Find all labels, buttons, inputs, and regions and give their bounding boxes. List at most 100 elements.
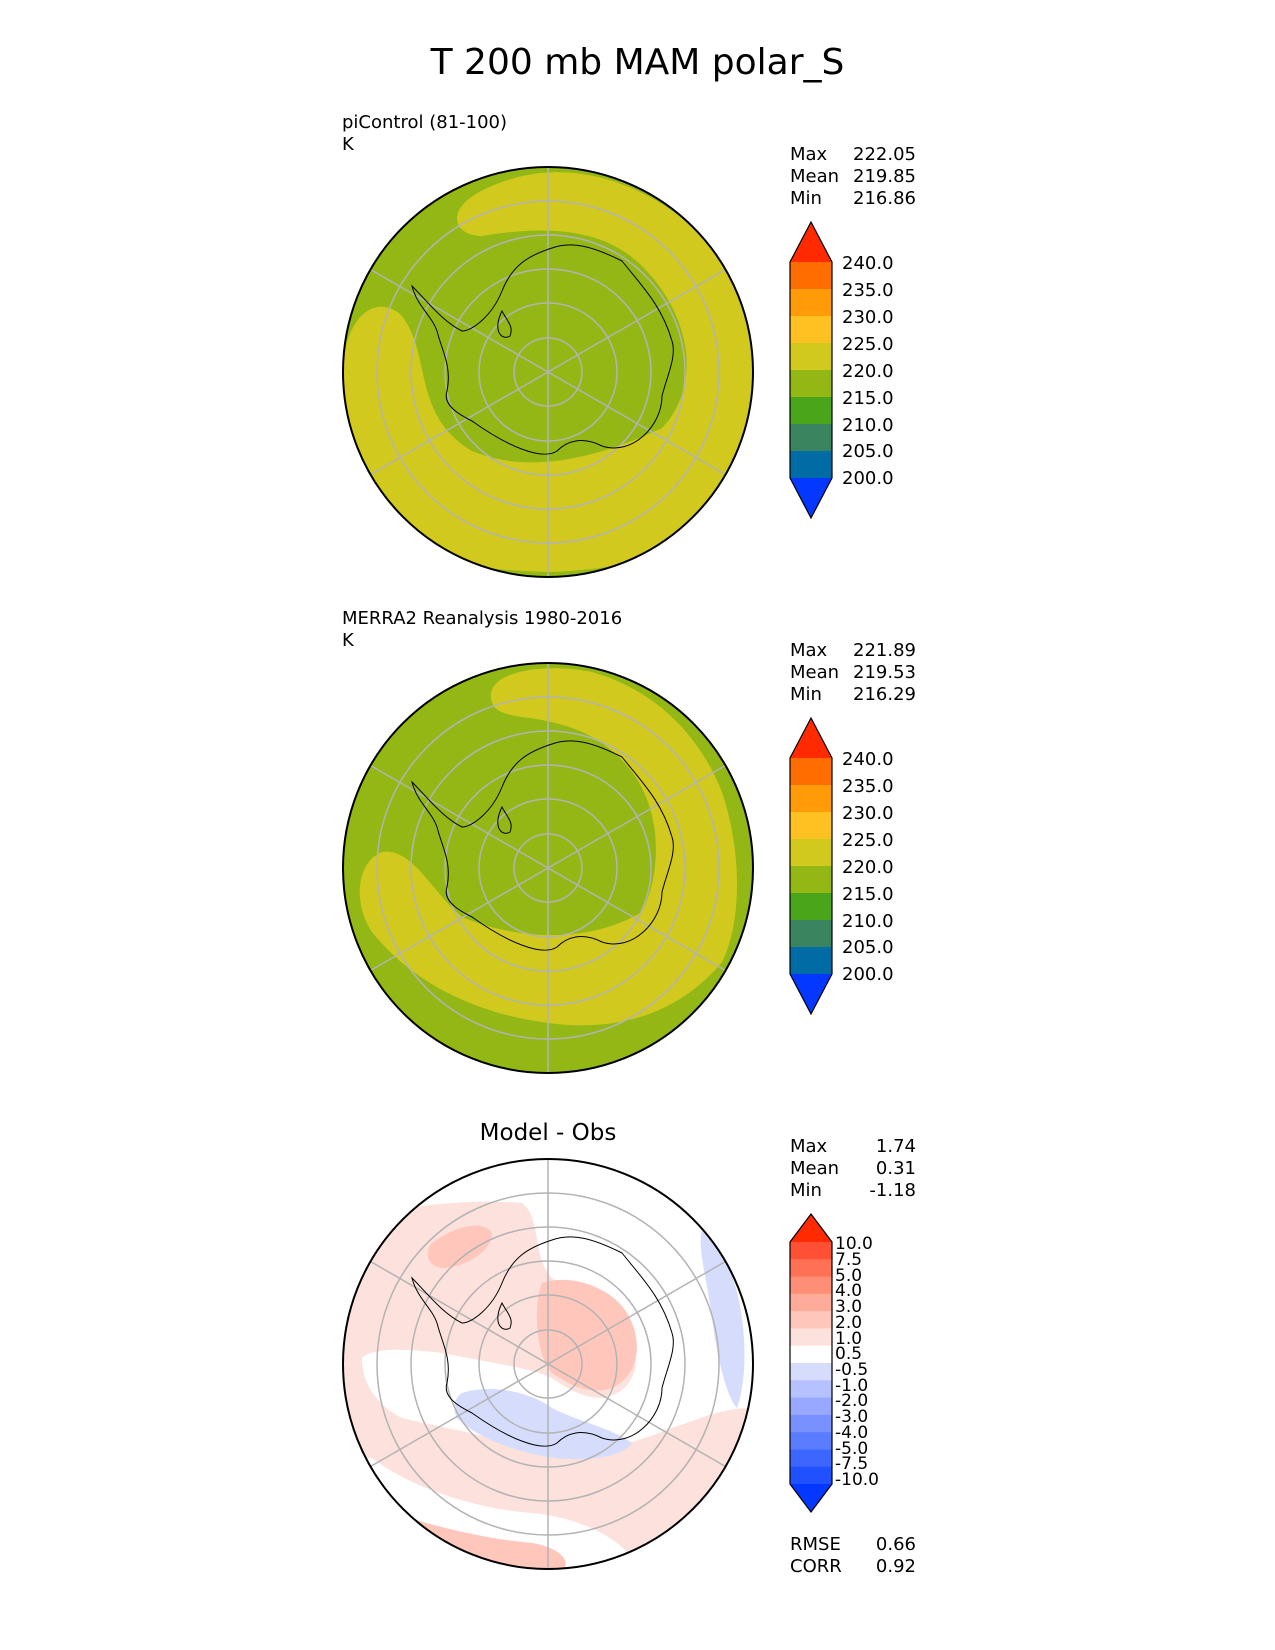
model-warm-bottom [343,426,753,577]
colorbar-segment [790,1380,832,1399]
colorbar-tick: 7.5 [835,1250,863,1270]
colorbar-tick: 4.0 [835,1281,863,1301]
colorbar-tick: 230.0 [842,307,894,328]
colorbar-tick: 240.0 [842,749,894,770]
obs-coastline [411,740,674,951]
colorbar-tick: -1.0 [835,1376,869,1396]
colorbar-tick: -7.5 [835,1454,869,1474]
colorbar-segment [790,1414,832,1433]
colorbar-segment [790,1363,832,1381]
colorbar-segment [790,947,832,975]
colorbar-tick: -2.0 [835,1391,869,1411]
obs-boundary [342,662,754,1074]
colorbar-outline [789,220,833,520]
colorbar-tick: 240.0 [842,253,894,274]
diff-colorbar [789,1213,833,1513]
colorbar-segment [790,839,832,867]
colorbar-segment [790,893,832,921]
colorbar-tick: 230.0 [842,803,894,824]
colorbar-segment [790,1449,832,1468]
model-gridlines [370,167,726,577]
diff-metrics: RMSE 0.66 CORR 0.92 [790,1534,916,1577]
colorbar-tick: 215.0 [842,884,894,905]
colorbar-segment [790,343,832,371]
colorbar-tick: -5.0 [835,1439,869,1459]
colorbar-extend-min [790,974,832,1014]
colorbar-tick: -3.0 [835,1407,869,1427]
diff-neutral-region [343,1159,753,1569]
colorbar-outline [789,1213,833,1513]
model-stats: Max 222.05 Mean 219.85 Min 216.86 [790,144,916,209]
colorbar-segment [790,1345,832,1364]
colorbar-tick: -10.0 [835,1470,879,1490]
colorbar-tick: 3.0 [835,1297,863,1317]
colorbar-tick: 220.0 [842,361,894,382]
colorbar-tick: -4.0 [835,1423,869,1443]
model-map [342,166,754,578]
colorbar-extend-max [790,718,832,758]
diff-cool-east [700,1228,745,1408]
colorbar-segment [790,866,832,894]
colorbar-segment [790,920,832,948]
colorbar-extend-max [790,222,832,262]
colorbar-segment [790,370,832,398]
colorbar-segment [790,1311,832,1329]
model-coastline [411,244,674,455]
colorbar-tick: 210.0 [842,415,894,436]
colorbar-segment [790,785,832,813]
diff-warm-nw [427,1225,492,1268]
colorbar-tick: 235.0 [842,280,894,301]
model-colorbar [789,220,833,520]
colorbar-segment [790,1276,832,1295]
colorbar-tick: 220.0 [842,857,894,878]
colorbar-extend-max [790,1214,832,1242]
colorbar-segment [790,1432,832,1450]
diff-panel-title: Model - Obs [479,1120,617,1146]
obs-gridlines [370,663,726,1073]
obs-stats: Max 221.89 Mean 219.53 Min 216.29 [790,640,916,705]
colorbar-tick: 5.0 [835,1266,863,1286]
colorbar-segment [790,289,832,317]
colorbar-extend-min [790,478,832,518]
obs-warm-band [359,668,737,1026]
colorbar-tick: 215.0 [842,388,894,409]
diff-cool-west [454,1388,632,1460]
colorbar-segment [790,316,832,344]
colorbar-segment [790,812,832,840]
colorbar-tick: 0.5 [835,1344,863,1364]
diff-gridlines [370,1159,726,1569]
diff-boundary [342,1158,754,1570]
model-warm-band [343,172,753,577]
colorbar-tick: -0.5 [835,1360,869,1380]
colorbar-tick: 1.0 [835,1329,863,1349]
colorbar-segment [790,1242,832,1260]
colorbar-segment [790,758,832,786]
colorbar-segment [790,424,832,452]
colorbar-segment [790,1259,832,1278]
model-panel-units: K [342,134,354,155]
colorbar-outline [789,716,833,1016]
colorbar-extend-min [790,1484,832,1512]
colorbar-tick: 225.0 [842,334,894,355]
model-boundary [342,166,754,578]
colorbar-segment [790,1397,832,1416]
obs-colorbar [789,716,833,1016]
colorbar-tick: 200.0 [842,468,894,489]
obs-panel-title: MERRA2 Reanalysis 1980-2016 [342,608,623,629]
colorbar-segment [790,397,832,425]
diff-coastline [411,1236,674,1447]
model-panel-title: piControl (81-100) [342,112,508,133]
obs-map [342,662,754,1074]
colorbar-segment [790,1466,832,1485]
colorbar-tick: 235.0 [842,776,894,797]
figure-title: T 200 mb MAM polar_S [430,42,845,83]
colorbar-tick: 205.0 [842,441,894,462]
colorbar-tick: 10.0 [835,1234,873,1254]
diff-map [342,1158,754,1570]
colorbar-segment [790,1293,832,1312]
diff-warm-center [536,1279,637,1391]
colorbar-tick: 205.0 [842,937,894,958]
colorbar-segment [790,1328,832,1347]
colorbar-tick: 210.0 [842,911,894,932]
colorbar-tick: 200.0 [842,964,894,985]
